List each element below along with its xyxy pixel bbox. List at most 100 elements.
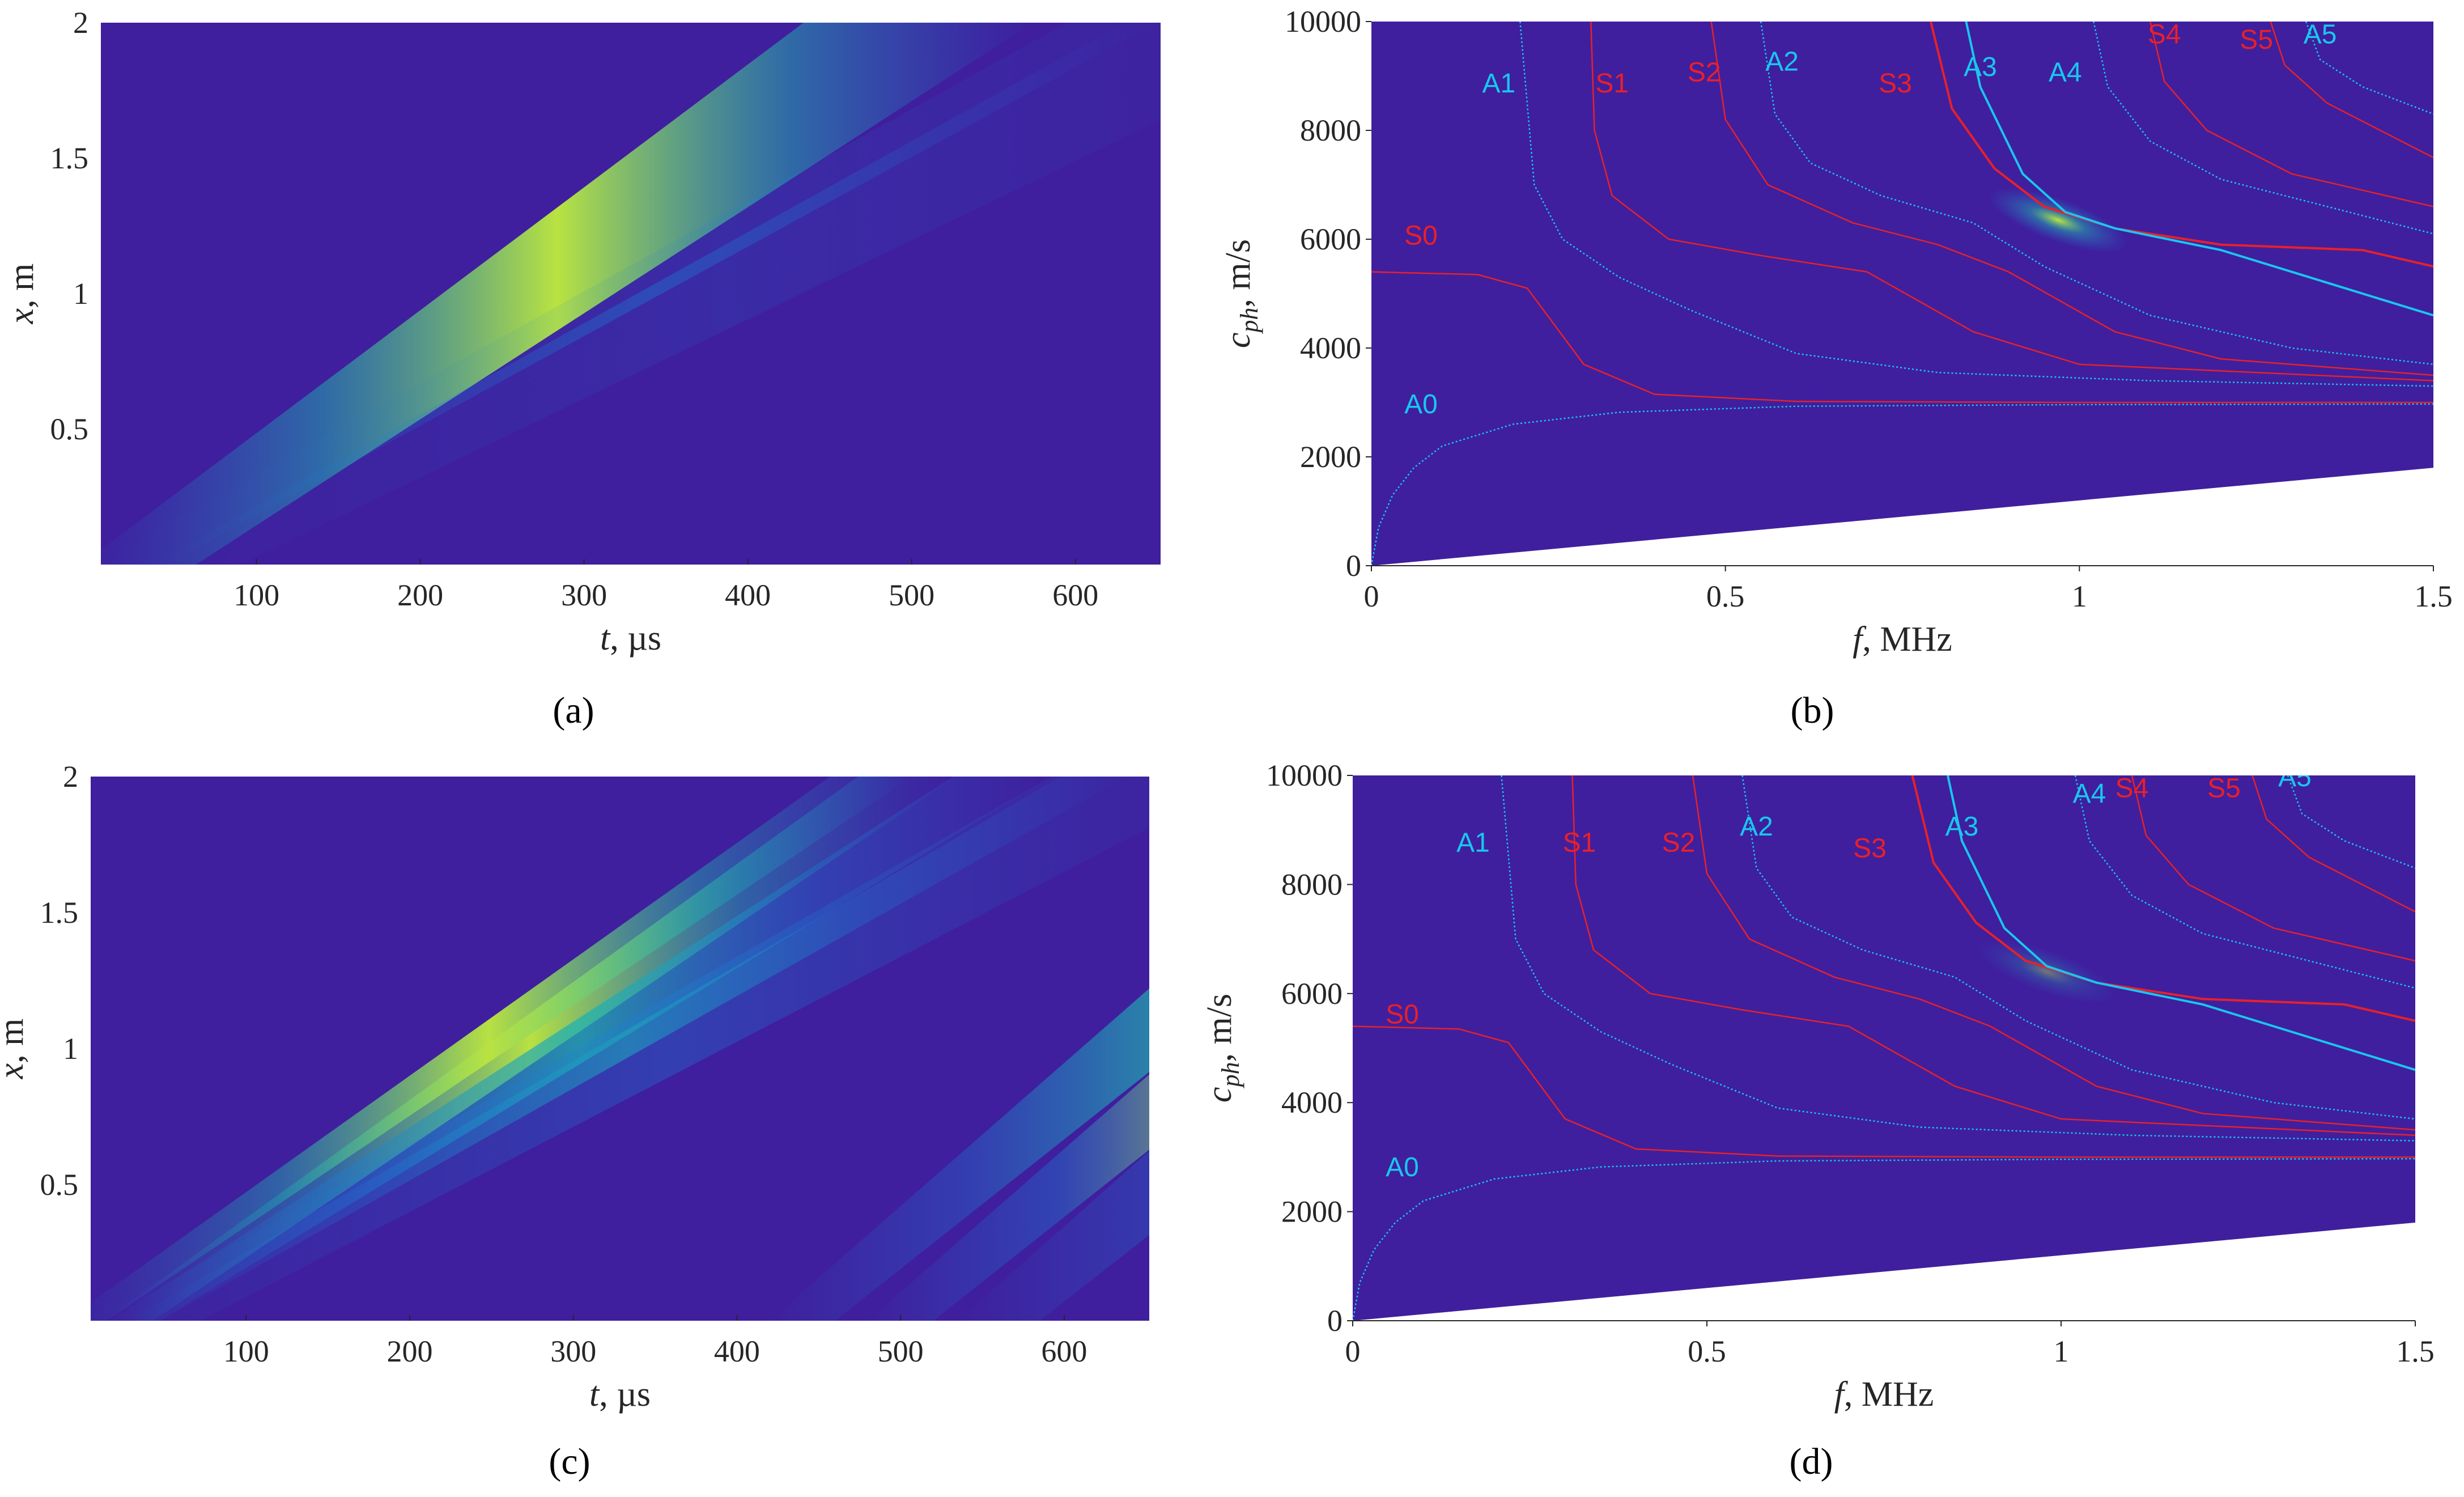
x-tick-label: 1.5 <box>2396 1334 2435 1368</box>
mode-curve-s2 <box>1692 775 2415 1131</box>
mode-label-s1: S1 <box>1595 69 1629 99</box>
y-axis-label: x, m <box>0 1019 31 1080</box>
axis-label-variable: c <box>1200 1087 1239 1103</box>
wave-band <box>102 777 1149 1321</box>
mode-label-s3: S3 <box>1853 833 1887 863</box>
x-tick-label: 600 <box>1041 1334 1087 1368</box>
y-tick-label: 10000 <box>1285 5 1361 39</box>
mode-curve-s0 <box>1353 1025 2415 1158</box>
mode-curve-s4 <box>2149 22 2433 207</box>
x-tick-label: 500 <box>889 578 934 612</box>
mode-curve-s2 <box>1710 22 2433 376</box>
panel-b: A0 S0 A1 S1 S2 A2 S3 A3 A4 S4 S5 A5 0 0.5 1 1.5 0 2000 400… <box>1219 5 2453 731</box>
mode-label-a4: A4 <box>2049 58 2082 88</box>
x-tick-label: 400 <box>714 1334 760 1368</box>
y-tick-label: 1 <box>63 1032 78 1066</box>
x-tick-label: 0 <box>1364 579 1379 613</box>
y-axis-label: cph, m/s <box>1200 994 1244 1102</box>
mode-curve-a0 <box>1371 403 2433 566</box>
mode-label-s0: S0 <box>1404 221 1438 251</box>
mode-label-a5: A5 <box>2278 762 2312 792</box>
wave-band <box>91 777 912 1321</box>
mode-label-s5: S5 <box>2207 773 2241 803</box>
wave-band <box>101 23 1033 565</box>
axis-label-unit: , m/s <box>1200 994 1239 1062</box>
panel-c: 100 200 300 400 500 600 0.5 1 1.5 2 t, µs x, m (c) <box>0 760 1149 1482</box>
mode-curve-a3 <box>1947 775 2415 1071</box>
y-tick-label: 10000 <box>1266 758 1343 792</box>
energy-hotspot <box>1977 939 2117 1004</box>
mode-label-s1: S1 <box>1563 828 1596 858</box>
wave-band <box>101 23 1161 565</box>
axis-label-subscript: ph <box>1217 1062 1244 1089</box>
y-tick-label: 8000 <box>1300 113 1361 147</box>
y-tick-label: 0 <box>1327 1304 1343 1338</box>
y-tick-label: 1 <box>73 277 88 311</box>
y-tick-label: 2 <box>73 6 88 40</box>
y-tick-label: 2000 <box>1281 1195 1343 1229</box>
x-tick-label: 200 <box>386 1334 432 1368</box>
x-tick-label: 500 <box>878 1334 924 1368</box>
mode-label-a3: A3 <box>1964 52 1997 82</box>
wave-band <box>770 988 1149 1321</box>
mode-curve-a5 <box>2305 22 2433 115</box>
panel-caption: (d) <box>1790 1441 1833 1482</box>
mode-label-a2: A2 <box>1740 812 1773 842</box>
y-axis-label: x, m <box>2 264 41 325</box>
mode-curve-a5 <box>2287 775 2415 869</box>
x-tick-label: 300 <box>561 578 607 612</box>
mode-label-a0: A0 <box>1404 389 1438 419</box>
mode-curve-s4 <box>2131 775 2415 962</box>
x-tick-label: 0.5 <box>1688 1334 1726 1368</box>
y-tick-label: 1.5 <box>50 141 89 175</box>
y-tick-label: 0.5 <box>50 412 89 446</box>
energy-hotspot <box>1989 188 2128 253</box>
axis-label-variable: x <box>2 308 41 324</box>
no-data-region <box>1371 468 2433 566</box>
mode-label-a4: A4 <box>2073 779 2106 809</box>
mode-curve-a3 <box>1965 22 2433 317</box>
y-tick-label: 6000 <box>1281 977 1343 1011</box>
heatmap-bands <box>91 777 1149 1321</box>
mode-curve-a0 <box>1353 1158 2415 1321</box>
x-tick-label: 400 <box>725 578 771 612</box>
mode-label-s2: S2 <box>1662 828 1696 858</box>
mode-label-a5: A5 <box>2304 19 2337 49</box>
x-tick-label: 200 <box>397 578 443 612</box>
axis-label-unit: , µs <box>599 1375 651 1414</box>
x-tick-label: 100 <box>233 578 279 612</box>
panel-caption: (b) <box>1791 690 1834 731</box>
dispersion-plot: A0 S0 A1 S1 S2 A2 S3 A3 A4 S4 S5 A5 <box>1371 19 2433 566</box>
x-tick-label: 100 <box>223 1334 269 1368</box>
x-tick-label: 1 <box>2054 1334 2069 1368</box>
axis-label-variable: t <box>589 1375 600 1414</box>
mode-label-a3: A3 <box>1945 812 1979 842</box>
y-tick-label: 1.5 <box>40 896 79 930</box>
heatmap-bands <box>101 23 1161 565</box>
axis-label-unit: , m <box>2 264 41 308</box>
x-tick-label: 0 <box>1345 1334 1361 1368</box>
mode-curve-s0 <box>1371 271 2433 404</box>
wave-band <box>958 1151 1149 1321</box>
mode-label-s0: S0 <box>1386 1000 1419 1030</box>
mode-curve-s5 <box>2251 775 2415 913</box>
y-tick-label: 2000 <box>1300 440 1361 474</box>
mode-curve-a1 <box>1519 22 2433 387</box>
mode-curve-s5 <box>2270 22 2433 159</box>
x-tick-label: 1.5 <box>2414 579 2453 613</box>
axis-label-subscript: ph <box>1235 308 1263 334</box>
mode-label-a1: A1 <box>1482 69 1516 99</box>
axis-label-variable: t <box>600 619 611 658</box>
wave-band <box>868 1074 1149 1321</box>
panel-d: A0 S0 A1 S1 S2 A2 S3 A3 A4 S4 S5 A5 0 0.5 1 1.5 0 2000 400… <box>1200 758 2435 1482</box>
panel-caption: (a) <box>553 690 594 731</box>
x-axis-label: t, µs <box>600 619 661 658</box>
y-tick-label: 4000 <box>1300 331 1361 365</box>
x-axis-label: f, MHz <box>1834 1375 1934 1414</box>
mode-label-s4: S4 <box>2115 773 2149 803</box>
panel-a: 100 200 300 400 500 600 0.5 1 1.5 2 t, µs x, m (a) <box>2 6 1161 731</box>
mode-curve-a4 <box>2093 22 2433 235</box>
mode-label-a1: A1 <box>1456 828 1490 858</box>
mode-curve-s1 <box>1571 775 2415 1136</box>
